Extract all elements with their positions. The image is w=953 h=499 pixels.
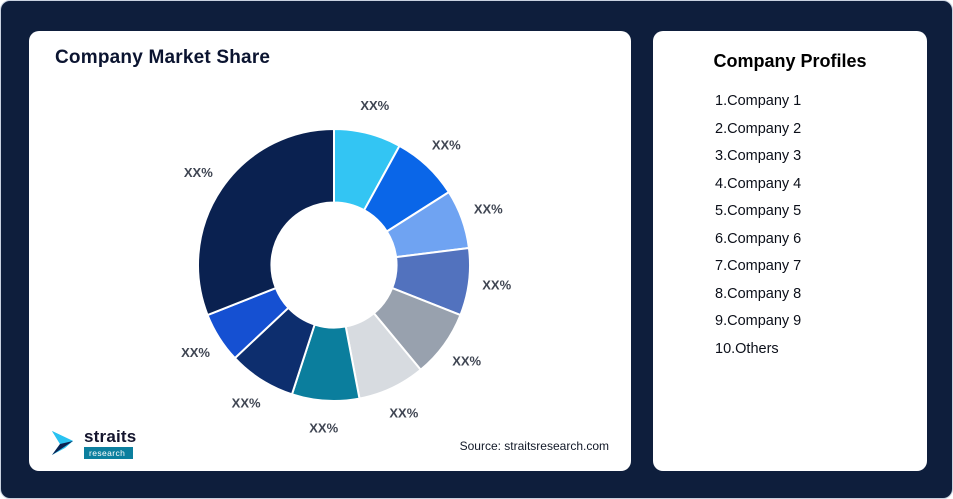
company-list-item: 8.Company 8 bbox=[715, 285, 802, 302]
straits-logo-text: straits research bbox=[84, 426, 137, 459]
company-list-item: 9.Company 9 bbox=[715, 313, 802, 329]
logo-sub-brand: research bbox=[84, 446, 134, 459]
slice-value-label: XX% bbox=[360, 98, 389, 113]
slice-value-label: XX% bbox=[389, 405, 418, 420]
slice-value-label: XX% bbox=[452, 353, 481, 368]
profiles-card: Company Profiles 1.Company 1 2.Company 2 3… bbox=[653, 31, 927, 471]
company-list-item: 1.Company 1 bbox=[715, 93, 802, 109]
straits-logo: straits research bbox=[51, 426, 137, 459]
chart-card: Company Market Share XX% XX% XX% XX% XX% XX% X… bbox=[29, 31, 631, 471]
company-list-item: 7.Company 7 bbox=[715, 258, 802, 274]
straits-logo-icon bbox=[52, 431, 73, 456]
company-list-item: 2.Company 2 bbox=[715, 120, 802, 137]
slice-value-label: XX% bbox=[432, 137, 461, 152]
slice-value-label: XX% bbox=[309, 421, 338, 436]
slice-value-label: XX% bbox=[474, 201, 503, 216]
logo-brand: straits bbox=[84, 426, 137, 446]
profiles-title: Company Profiles bbox=[713, 51, 867, 71]
slice-value-label: XX% bbox=[184, 165, 213, 180]
chart-title: Company Market Share bbox=[55, 47, 271, 68]
company-list-item: 5.Company 5 bbox=[715, 203, 802, 219]
company-list-item: 4.Company 4 bbox=[715, 175, 802, 192]
slice-value-label: XX% bbox=[482, 278, 511, 293]
donut-slice-others bbox=[197, 128, 335, 317]
slice-value-label: XX% bbox=[181, 345, 210, 360]
source-text: Source: straitsresearch.com bbox=[459, 439, 609, 453]
company-list: 1.Company 1 2.Company 2 3.Company 3 4.Compa… bbox=[653, 88, 927, 363]
company-list-item: 3.Company 3 bbox=[715, 148, 802, 164]
company-list-item: 10.Others bbox=[715, 340, 779, 357]
company-list-item: 6.Company 6 bbox=[715, 230, 802, 247]
donut-chart: XX% XX% XX% XX% XX% XX% XX% XX% XX% XX% bbox=[181, 98, 512, 436]
slice-value-label: XX% bbox=[232, 395, 261, 410]
